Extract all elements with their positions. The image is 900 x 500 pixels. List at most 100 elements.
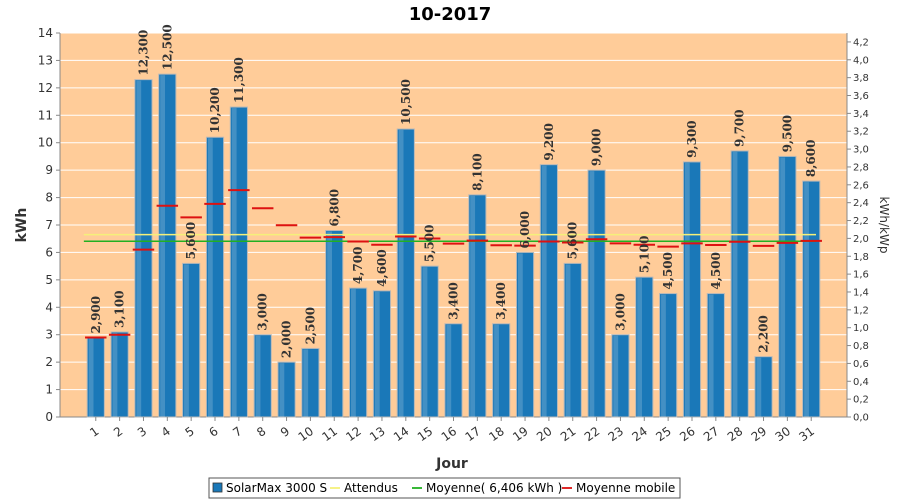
x-tick-label: 3 [135,424,149,440]
legend-box [208,477,681,499]
x-tick-label: 29 [749,424,770,444]
y2-tick-label: 1,6 [853,270,869,281]
x-tick-label: 22 [582,424,603,444]
data-label: 9,200 [542,123,556,161]
data-label: 8,600 [804,140,818,178]
y2-tick-label: 4,2 [853,37,869,48]
y2-tick-label: 1,8 [853,252,869,263]
x-tick-label: 7 [230,424,244,440]
y2-tick-label: 3,6 [853,91,869,102]
y2-tick-label: 1,0 [853,323,869,334]
y2-tick-label: 0,4 [853,377,869,388]
data-label: 5,600 [566,222,580,260]
y2-tick-label: 0,0 [853,413,869,424]
y-tick-label: 7 [45,218,53,232]
y2-tick-label: 3,2 [853,127,869,138]
data-label: 4,500 [661,252,675,290]
x-tick-label: 13 [367,424,388,444]
x-tick-label: 31 [796,424,817,444]
legend: SolarMax 3000 S Attendus Moyenne( 6,406 kW… [208,477,681,499]
x-tick-labels: 1 2 3 4 5 6 7 8 9 10 11 12 13 14 15 16 17 18 19 20 21 22 23 24 2… [87,417,817,444]
bar-highlight [494,324,499,417]
y2-tick-label: 0,2 [853,395,869,406]
bar-highlight [565,264,571,417]
data-label: 8,100 [470,153,484,191]
x-tick-label: 26 [677,424,698,444]
x-tick-label: 30 [773,424,794,444]
y2-tick-label: 3,8 [853,73,869,84]
bar-highlight [88,338,94,417]
x-tick-label: 5 [183,424,197,440]
x-tick-label: 15 [415,424,436,444]
y2-tick-label: 2,0 [853,234,869,245]
x-tick-label: 8 [254,424,268,440]
y-tick-label: 10 [38,136,53,150]
data-label: 3,400 [447,282,461,320]
y-tick-label: 11 [38,108,53,122]
y2-tick-label: 2,6 [853,180,869,191]
bar-highlight [303,349,309,417]
data-label: 10,500 [399,79,413,125]
x-tick-label: 23 [606,424,627,444]
data-label: 10,200 [208,87,222,133]
y-tick-label: 9 [45,163,53,177]
bar-highlight [517,253,523,417]
data-label: 3,000 [613,293,627,331]
x-tick-label: 6 [206,424,220,440]
data-label: 3,000 [256,293,270,331]
bar-highlight [732,151,738,417]
x-tick-label: 20 [534,424,555,444]
bar-highlight [613,335,619,417]
x-tick-label: 1 [87,424,101,440]
x-tick-label: 24 [629,424,650,444]
data-label: 5,500 [423,225,437,263]
x-tick-label: 4 [159,424,173,440]
x-tick-label: 10 [296,424,317,444]
x-tick-label: 27 [701,424,722,444]
bar-highlight [231,108,237,418]
y2-tick-label: 3,4 [853,109,869,120]
y2-tick-label: 2,4 [853,198,869,209]
data-label: 9,500 [780,115,794,153]
x-axis-title: Jour [435,456,468,472]
data-label: 12,500 [160,24,174,70]
y2-tick-label: 3,0 [853,145,869,156]
y2-tick-label: 1,2 [853,305,869,316]
data-label: 9,000 [590,129,604,167]
legend-label: Moyenne( 6,406 kWh ) [426,481,562,495]
bar-highlight [207,138,213,417]
data-label: 3,400 [494,282,508,320]
y2-tick-label: 0,8 [853,341,869,352]
x-tick-label: 14 [391,424,412,444]
data-label: 9,300 [685,120,699,158]
chart-title: 10-2017 [409,4,492,25]
bar-highlight [112,332,118,417]
bars [86,73,821,418]
bar-highlight [422,267,428,417]
x-tick-label: 28 [725,424,746,444]
y2-axis-title: kWh/kWp [877,197,891,254]
bar-highlight [279,363,285,417]
x-tick-label: 18 [486,424,507,444]
data-label: 2,000 [280,321,294,359]
bar-highlight [804,182,809,417]
y-tick-label: 5 [45,273,53,287]
x-tick-label: 2 [111,424,125,440]
bar-highlight [589,171,595,417]
data-label: 2,200 [757,315,771,353]
y-tick-label: 2 [45,355,53,369]
data-label: 6,800 [327,189,341,227]
y-tick-label: 0 [45,410,53,424]
data-label: 9,700 [733,109,747,147]
x-tick-label: 19 [510,424,531,444]
y2-tick-label: 4,0 [853,55,869,66]
bar-highlight [541,165,547,417]
data-label: 4,500 [709,252,723,290]
y-tick-label: 6 [45,245,53,259]
bar-highlight [351,289,356,417]
data-label: 4,600 [375,249,389,287]
x-tick-label: 9 [278,424,292,440]
data-label: 2,500 [303,307,317,345]
reference-lines [83,189,822,339]
